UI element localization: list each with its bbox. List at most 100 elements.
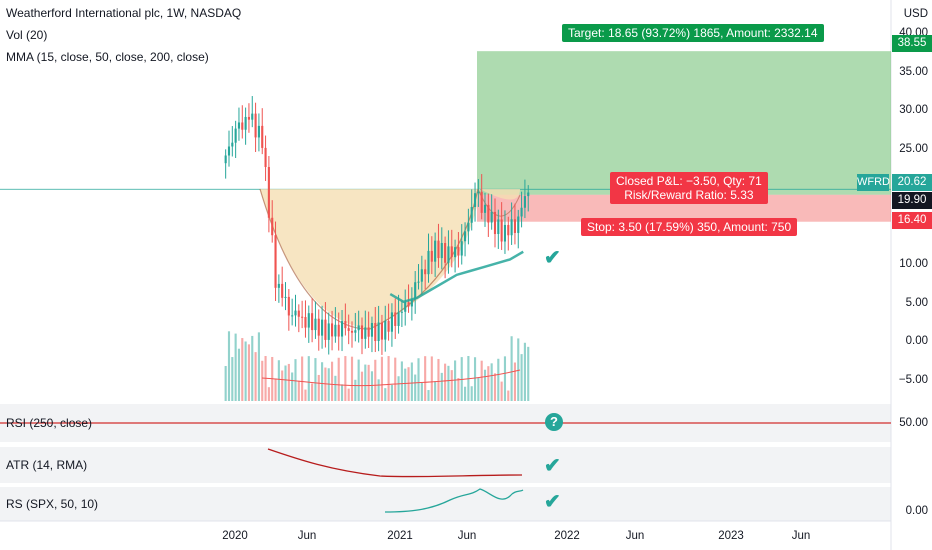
volume-bar <box>370 371 374 401</box>
volume-bar <box>344 356 347 401</box>
candle-body <box>364 327 367 339</box>
volume-bar <box>440 372 443 401</box>
candle-body <box>470 206 473 223</box>
volume-bar <box>241 338 244 401</box>
volume-bar <box>340 384 344 401</box>
target-price-tag: 38.55 <box>892 35 932 52</box>
volume-bar <box>500 381 503 401</box>
candle-body <box>440 243 443 259</box>
candle-body <box>397 312 400 326</box>
mma-line <box>389 250 524 304</box>
volume-bar <box>527 346 530 401</box>
rs-axis-tick: 0.00 <box>905 505 928 517</box>
candle-body <box>477 191 480 194</box>
candle-body <box>420 269 423 282</box>
candle-body <box>227 146 231 156</box>
volume-bar <box>510 336 513 401</box>
candle-body <box>400 311 403 313</box>
mma-legend[interactable]: MMA (15, close, 50, close, 200, close) <box>6 50 209 64</box>
volume-bar <box>400 361 403 401</box>
volume-bar <box>277 360 280 401</box>
rsi-axis-tick: 50.00 <box>899 417 928 429</box>
candle-body <box>321 319 324 336</box>
x-axis-tick: 2023 <box>718 530 744 542</box>
volume-bar <box>437 358 440 401</box>
candle-body <box>251 113 254 120</box>
currency-label: USD <box>903 8 928 20</box>
question-icon-rsi: ? <box>545 413 563 431</box>
closed-pnl-text: Closed P&L: −3.50, Qty: 71 <box>616 174 762 188</box>
volume-bar <box>407 367 410 401</box>
volume-bar <box>251 335 254 401</box>
volume-bar <box>317 374 320 401</box>
candle-body <box>301 316 304 318</box>
candle-body <box>254 113 257 138</box>
candle-body <box>244 116 247 130</box>
y-axis-tick: 5.00 <box>905 296 928 309</box>
atr-line <box>267 448 523 478</box>
volume-bar <box>424 356 427 401</box>
x-axis-tick: Jun <box>791 530 811 542</box>
candle-body <box>427 250 430 275</box>
candle-body <box>513 219 516 233</box>
candle-body <box>464 231 467 242</box>
candle-body <box>493 211 497 235</box>
volume-bar <box>254 352 257 401</box>
volume-bar <box>483 369 487 401</box>
candle-body <box>517 216 520 233</box>
volume-bar <box>227 331 231 401</box>
volume-bar <box>257 332 260 401</box>
stop-price-tag: 16.40 <box>892 212 932 229</box>
candle-body <box>414 282 417 300</box>
volume-bar <box>247 344 250 401</box>
candle-body <box>274 235 277 288</box>
candle-body <box>271 217 274 236</box>
candle-body <box>454 247 457 258</box>
volume-legend[interactable]: Vol (20) <box>6 28 48 42</box>
volume-bar <box>334 375 337 401</box>
candle-body <box>311 313 314 331</box>
x-axis-tick: Jun <box>457 530 477 542</box>
rsi-legend[interactable]: RSI (250, close) <box>6 416 93 430</box>
volume-bar <box>457 378 460 401</box>
volume-bar <box>284 365 287 401</box>
candle-body <box>444 243 447 263</box>
y-axis-tick: 35.00 <box>899 65 928 78</box>
candle-body <box>394 312 397 326</box>
candle-body <box>314 318 317 331</box>
candle-body <box>410 299 413 307</box>
volume-bar <box>384 388 387 401</box>
candle-body <box>291 315 294 317</box>
candle-body <box>344 321 347 329</box>
atr-legend[interactable]: ATR (14, RMA) <box>6 458 88 472</box>
candle-body <box>334 324 337 337</box>
y-axis-tick: −5.00 <box>898 373 928 386</box>
volume-bar <box>503 356 507 401</box>
volume-bar <box>417 358 420 401</box>
candle-body <box>527 192 530 197</box>
candle-body <box>370 322 374 337</box>
candle-body <box>483 204 487 213</box>
candle-body <box>331 323 334 337</box>
volume-bar <box>360 371 364 401</box>
volume-bar <box>367 364 370 401</box>
volume-bar <box>350 356 354 401</box>
candle-body <box>281 283 284 298</box>
x-axis-tick: 2022 <box>554 530 580 542</box>
candle-body <box>231 142 234 147</box>
volume-bar <box>261 360 264 401</box>
volume-bar <box>390 384 393 401</box>
closed-pnl-badge: Closed P&L: −3.50, Qty: 71 Risk/Reward R… <box>610 172 768 204</box>
target-badge: Target: 18.65 (93.72%) 1865, Amount: 233… <box>562 24 824 42</box>
volume-bar <box>287 363 290 401</box>
rs-legend[interactable]: RS (SPX, 50, 10) <box>6 497 99 511</box>
volume-bar <box>420 382 423 401</box>
candle-body <box>407 302 410 307</box>
volume-bar <box>314 358 317 401</box>
volume-bar <box>364 364 367 401</box>
candle-body <box>374 322 377 342</box>
candle-body <box>384 320 387 340</box>
volume-bar <box>327 368 330 401</box>
volume-bar <box>470 386 473 401</box>
check-icon-atr: ✔ <box>544 455 561 477</box>
